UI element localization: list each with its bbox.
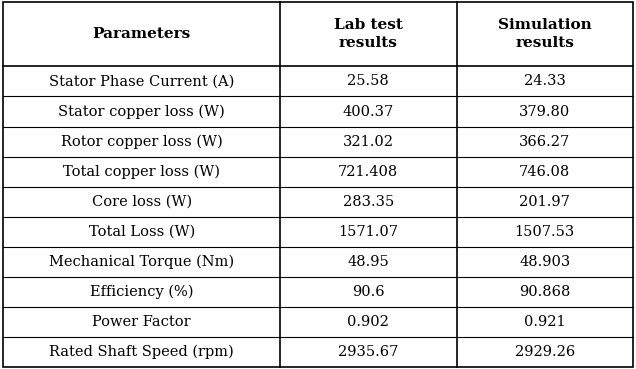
Text: 1507.53: 1507.53 — [515, 225, 575, 239]
Text: Core loss (W): Core loss (W) — [92, 195, 192, 209]
Text: 0.902: 0.902 — [347, 315, 389, 329]
Text: 48.903: 48.903 — [519, 255, 570, 269]
Text: Lab test
results: Lab test results — [334, 18, 403, 50]
Text: 2935.67: 2935.67 — [338, 345, 399, 359]
Text: 90.6: 90.6 — [352, 285, 385, 299]
Text: Stator copper loss (W): Stator copper loss (W) — [59, 104, 225, 119]
Text: 48.95: 48.95 — [347, 255, 389, 269]
Text: Power Factor: Power Factor — [92, 315, 191, 329]
Text: 321.02: 321.02 — [343, 135, 394, 149]
Text: Rotor copper loss (W): Rotor copper loss (W) — [61, 134, 223, 149]
Text: 400.37: 400.37 — [343, 104, 394, 118]
Text: Stator Phase Current (A): Stator Phase Current (A) — [49, 75, 235, 89]
Text: 0.921: 0.921 — [524, 315, 565, 329]
Text: Rated Shaft Speed (rpm): Rated Shaft Speed (rpm) — [50, 345, 234, 359]
Text: 25.58: 25.58 — [347, 75, 389, 89]
Text: 24.33: 24.33 — [523, 75, 565, 89]
Text: Simulation
results: Simulation results — [498, 18, 591, 50]
Text: Total Loss (W): Total Loss (W) — [88, 225, 195, 239]
Text: 746.08: 746.08 — [519, 165, 570, 179]
Text: 201.97: 201.97 — [519, 195, 570, 209]
Text: 721.408: 721.408 — [338, 165, 399, 179]
Text: 366.27: 366.27 — [519, 135, 570, 149]
Text: Efficiency (%): Efficiency (%) — [90, 285, 193, 299]
Text: 379.80: 379.80 — [519, 104, 570, 118]
Text: 90.868: 90.868 — [519, 285, 570, 299]
Text: Total copper loss (W): Total copper loss (W) — [63, 165, 220, 179]
Text: 2929.26: 2929.26 — [515, 345, 575, 359]
Text: 1571.07: 1571.07 — [338, 225, 398, 239]
Text: 283.35: 283.35 — [343, 195, 394, 209]
Text: Mechanical Torque (Nm): Mechanical Torque (Nm) — [49, 255, 234, 269]
Text: Parameters: Parameters — [93, 27, 191, 41]
